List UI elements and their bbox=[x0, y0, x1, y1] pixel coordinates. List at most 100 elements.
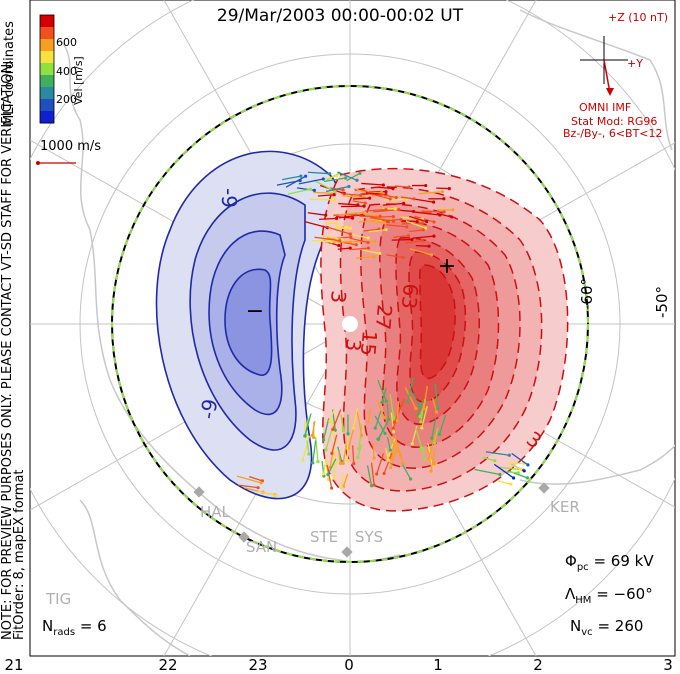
velocity-vector-origin bbox=[378, 251, 382, 256]
velocity-vector-origin bbox=[432, 234, 436, 238]
velocity-vector bbox=[361, 249, 380, 255]
colorbar-tick-200: 200 bbox=[56, 93, 77, 106]
velocity-vector-origin bbox=[334, 216, 339, 220]
velocity-vector-origin bbox=[308, 187, 313, 191]
velocity-vector bbox=[258, 490, 277, 497]
velocity-vector bbox=[357, 444, 362, 458]
velocity-vector bbox=[404, 239, 423, 244]
velocity-vector-origin bbox=[421, 448, 425, 452]
velocity-vector bbox=[396, 400, 400, 421]
positive-potential-cell bbox=[320, 167, 569, 512]
colorbar-segment bbox=[40, 99, 54, 112]
velocity-vector bbox=[395, 439, 404, 464]
velocity-vector bbox=[438, 414, 447, 435]
magnetic-pole-marker bbox=[342, 316, 358, 332]
velocity-vector bbox=[394, 185, 410, 188]
velocity-vector bbox=[409, 229, 424, 233]
velocity-vector bbox=[393, 235, 409, 238]
velocity-vector bbox=[383, 198, 407, 201]
velocity-vector-origin bbox=[307, 452, 311, 456]
velocity-vector bbox=[352, 234, 369, 239]
velocity-vector-origin bbox=[407, 185, 411, 189]
velocity-vector-origin bbox=[493, 459, 497, 463]
velocity-vector bbox=[352, 407, 359, 429]
velocity-vector bbox=[508, 463, 521, 470]
velocity-vector-origin bbox=[516, 471, 520, 475]
imf-z-label: +Z (10 nT) bbox=[608, 11, 669, 24]
velocity-vector-origin bbox=[412, 197, 416, 201]
velocity-vector bbox=[355, 256, 374, 259]
fit-note: FitOrder: 8, mapEX format bbox=[12, 469, 27, 640]
velocity-vector-origin bbox=[366, 420, 370, 424]
vector-count: Nvc = 260 bbox=[570, 617, 644, 638]
velocity-vector bbox=[249, 476, 263, 482]
velocity-vector-origin bbox=[442, 197, 446, 201]
velocity-vector bbox=[415, 428, 424, 451]
velocity-vector-origin bbox=[405, 225, 409, 229]
velocity-vector bbox=[304, 413, 312, 437]
velocity-vector-origin bbox=[348, 232, 352, 236]
velocity-vector-origin bbox=[341, 429, 345, 433]
velocity-vector-origin bbox=[372, 255, 376, 259]
velocity-vector bbox=[378, 193, 397, 199]
velocity-vector-origin bbox=[389, 465, 393, 470]
velocity-vector bbox=[346, 172, 361, 182]
velocity-vector-origin bbox=[352, 461, 356, 466]
lat-label-50: -50° bbox=[653, 286, 671, 318]
scale-vector-label: 1000 m/s bbox=[40, 139, 102, 154]
velocity-vector bbox=[474, 468, 501, 476]
x-tick-2: 2 bbox=[533, 656, 543, 674]
velocity-vector bbox=[383, 202, 404, 206]
velocity-vector-origin bbox=[259, 481, 263, 485]
velocity-vector-origin bbox=[330, 486, 334, 490]
negative-potential-cell bbox=[155, 150, 339, 500]
velocity-vector bbox=[236, 475, 262, 484]
velocity-vector-origin bbox=[316, 460, 320, 464]
contour-label: 15 bbox=[356, 330, 382, 357]
velocity-vector-origin bbox=[424, 226, 428, 230]
velocity-vector-origin bbox=[422, 407, 426, 411]
velocity-vector bbox=[405, 220, 426, 229]
velocity-vector bbox=[423, 385, 428, 409]
velocity-vector-origin bbox=[432, 462, 436, 466]
velocity-vector-origin bbox=[357, 447, 361, 451]
velocity-vector bbox=[367, 192, 391, 200]
imf-source: OMNI IMF bbox=[579, 101, 632, 114]
velocity-vector-origin bbox=[451, 208, 455, 212]
velocity-vector-origin bbox=[392, 416, 396, 420]
velocity-vector-origin bbox=[362, 210, 366, 215]
velocity-vector-origin bbox=[366, 236, 370, 240]
velocity-vector-origin bbox=[303, 434, 307, 438]
velocity-vector-origin bbox=[392, 430, 396, 434]
imf-model-line2: Bz-/By-, 6<BT<12 bbox=[563, 127, 663, 140]
velocity-vector-origin bbox=[380, 400, 384, 405]
velocity-vector-origin bbox=[382, 471, 386, 476]
velocity-vector-origin bbox=[334, 461, 338, 466]
velocity-vector-origin bbox=[299, 174, 303, 178]
velocity-vector bbox=[332, 447, 337, 464]
velocity-vector bbox=[341, 472, 344, 488]
velocity-vector-origin bbox=[326, 472, 330, 477]
velocity-vector-origin bbox=[360, 434, 364, 438]
velocity-vector-origin bbox=[410, 442, 414, 446]
scale-vector bbox=[36, 161, 76, 165]
velocity-vector-origin bbox=[509, 482, 513, 486]
velocity-vector-origin bbox=[391, 426, 395, 430]
velocity-vector bbox=[374, 409, 382, 429]
velocity-vector bbox=[430, 448, 436, 472]
velocity-vector bbox=[389, 393, 395, 419]
velocity-vector-origin bbox=[366, 246, 371, 250]
velocity-vector bbox=[317, 194, 335, 197]
velocity-vector-origin bbox=[376, 437, 380, 441]
velocity-vector bbox=[370, 220, 385, 224]
velocity-vector-origin bbox=[507, 453, 511, 457]
colorbar-segment bbox=[40, 111, 54, 124]
potential-min-marker: − bbox=[246, 299, 264, 324]
velocity-vector-origin bbox=[301, 458, 305, 462]
velocity-vector-origin bbox=[393, 207, 397, 211]
velocity-vector-origin bbox=[449, 215, 454, 219]
velocity-vector-origin bbox=[388, 448, 392, 452]
velocity-vector bbox=[325, 461, 329, 480]
velocity-vector bbox=[493, 463, 514, 479]
cross-polar-cap-potential: Φpc = 69 kV bbox=[565, 552, 654, 573]
